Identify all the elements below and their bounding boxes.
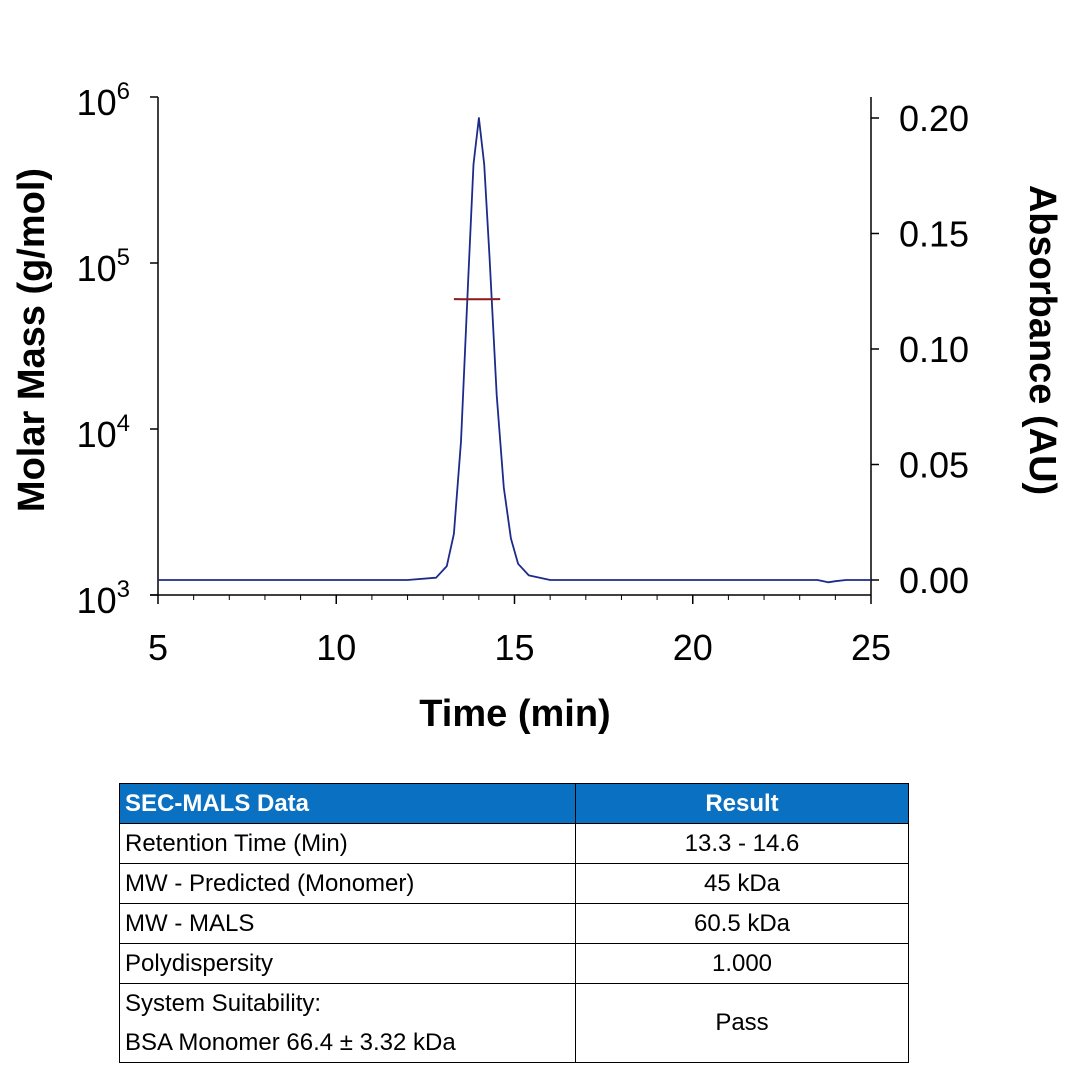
y-right-tick-label: 0.20 bbox=[899, 98, 969, 139]
tick-exponent: 5 bbox=[117, 244, 130, 271]
row-result: 60.5 kDa bbox=[575, 903, 909, 944]
x-tick-label: 20 bbox=[673, 627, 713, 668]
row-param: System Suitability: BSA Monomer 66.4 ± 3… bbox=[119, 983, 576, 1063]
row-result: Pass bbox=[575, 983, 909, 1063]
chart-axes bbox=[150, 97, 872, 596]
sec-mals-results-table: SEC-MALS Data Result Retention Time (Min… bbox=[119, 783, 909, 1063]
x-tick-label: 10 bbox=[316, 627, 356, 668]
absorbance-series-line bbox=[158, 117, 871, 584]
row-param: MW - Predicted (Monomer) bbox=[119, 863, 576, 904]
row-result: 13.3 - 14.6 bbox=[575, 823, 909, 864]
y-left-tick-label: 104 bbox=[77, 410, 130, 455]
tick-base: 10 bbox=[77, 414, 117, 455]
y-right-tick-label: 0.15 bbox=[899, 214, 969, 255]
table-header-row: SEC-MALS Data Result bbox=[119, 783, 909, 824]
plot-area bbox=[158, 117, 871, 584]
y-right-tick-label: 0.05 bbox=[899, 445, 969, 486]
chart-ticks: 5 10 15 20 251031041051060.000.050.100.150.2… bbox=[77, 78, 969, 668]
table-row: Retention Time (Min) 13.3 - 14.6 bbox=[119, 823, 909, 864]
tick-base: 10 bbox=[77, 580, 117, 621]
row-param: Polydispersity bbox=[119, 943, 576, 984]
row-param: Retention Time (Min) bbox=[119, 823, 576, 864]
bsa-monomer-label: BSA Monomer 66.4 ± 3.32 kDa bbox=[125, 1029, 456, 1056]
header-result: Result bbox=[575, 783, 909, 824]
tick-exponent: 4 bbox=[117, 410, 130, 437]
y-left-axis-title: Molar Mass (g/mol) bbox=[11, 168, 53, 512]
y-right-tick-label: 0.10 bbox=[899, 329, 969, 370]
row-result: 45 kDa bbox=[575, 863, 909, 904]
table-row: Polydispersity 1.000 bbox=[119, 943, 909, 984]
tick-base: 10 bbox=[77, 248, 117, 289]
table-row: System Suitability: BSA Monomer 66.4 ± 3… bbox=[119, 983, 909, 1063]
table-row: MW - MALS 60.5 kDa bbox=[119, 903, 909, 944]
x-tick-label: 15 bbox=[494, 627, 534, 668]
y-left-tick-label: 105 bbox=[77, 244, 130, 289]
y-left-tick-label: 106 bbox=[77, 78, 130, 123]
system-suitability-label: System Suitability: bbox=[125, 990, 322, 1017]
sec-mals-chart: 5 10 15 20 251031041051060.000.050.100.150.2… bbox=[11, 78, 1063, 735]
x-axis-title: Time (min) bbox=[419, 693, 610, 735]
row-param: MW - MALS bbox=[119, 903, 576, 944]
y-left-tick-label: 103 bbox=[77, 576, 130, 621]
table-row: MW - Predicted (Monomer) 45 kDa bbox=[119, 863, 909, 904]
y-right-tick-label: 0.00 bbox=[899, 560, 969, 601]
x-tick-label: 25 bbox=[851, 627, 891, 668]
tick-base: 10 bbox=[77, 82, 117, 123]
y-right-axis-title: Absorbance (AU) bbox=[1021, 185, 1063, 495]
tick-exponent: 6 bbox=[117, 78, 130, 105]
row-result: 1.000 bbox=[575, 943, 909, 984]
tick-exponent: 3 bbox=[117, 576, 130, 603]
header-sec-mals-data: SEC-MALS Data bbox=[119, 783, 576, 824]
x-tick-label: 5 bbox=[148, 627, 168, 668]
